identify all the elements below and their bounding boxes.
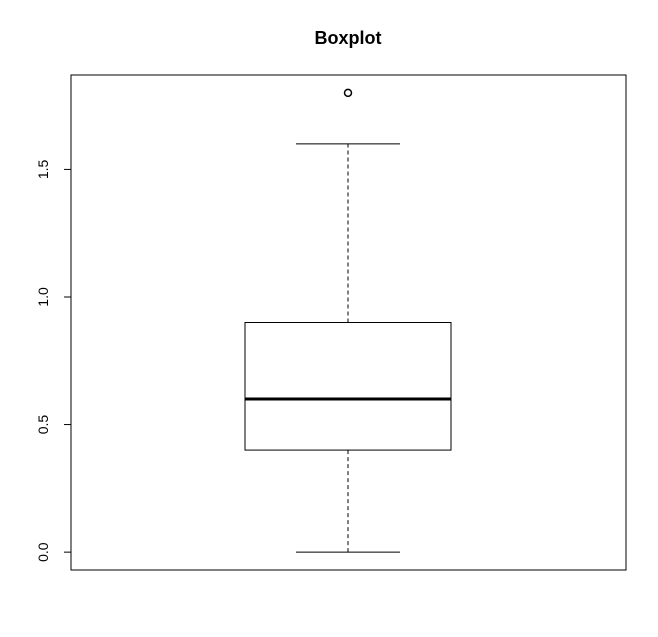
box-plot-group xyxy=(244,88,452,553)
y-tick-label: 0.5 xyxy=(35,415,51,435)
chart-title: Boxplot xyxy=(315,28,382,48)
y-tick-label: 0.0 xyxy=(35,542,51,562)
y-tick-label: 1.0 xyxy=(35,287,51,307)
interquartile-box xyxy=(244,322,452,451)
outlier-point xyxy=(343,88,353,98)
y-tick-label: 1.5 xyxy=(35,159,51,179)
y-axis-ticks: 0.0 0.5 1.0 1.5 xyxy=(35,159,71,562)
